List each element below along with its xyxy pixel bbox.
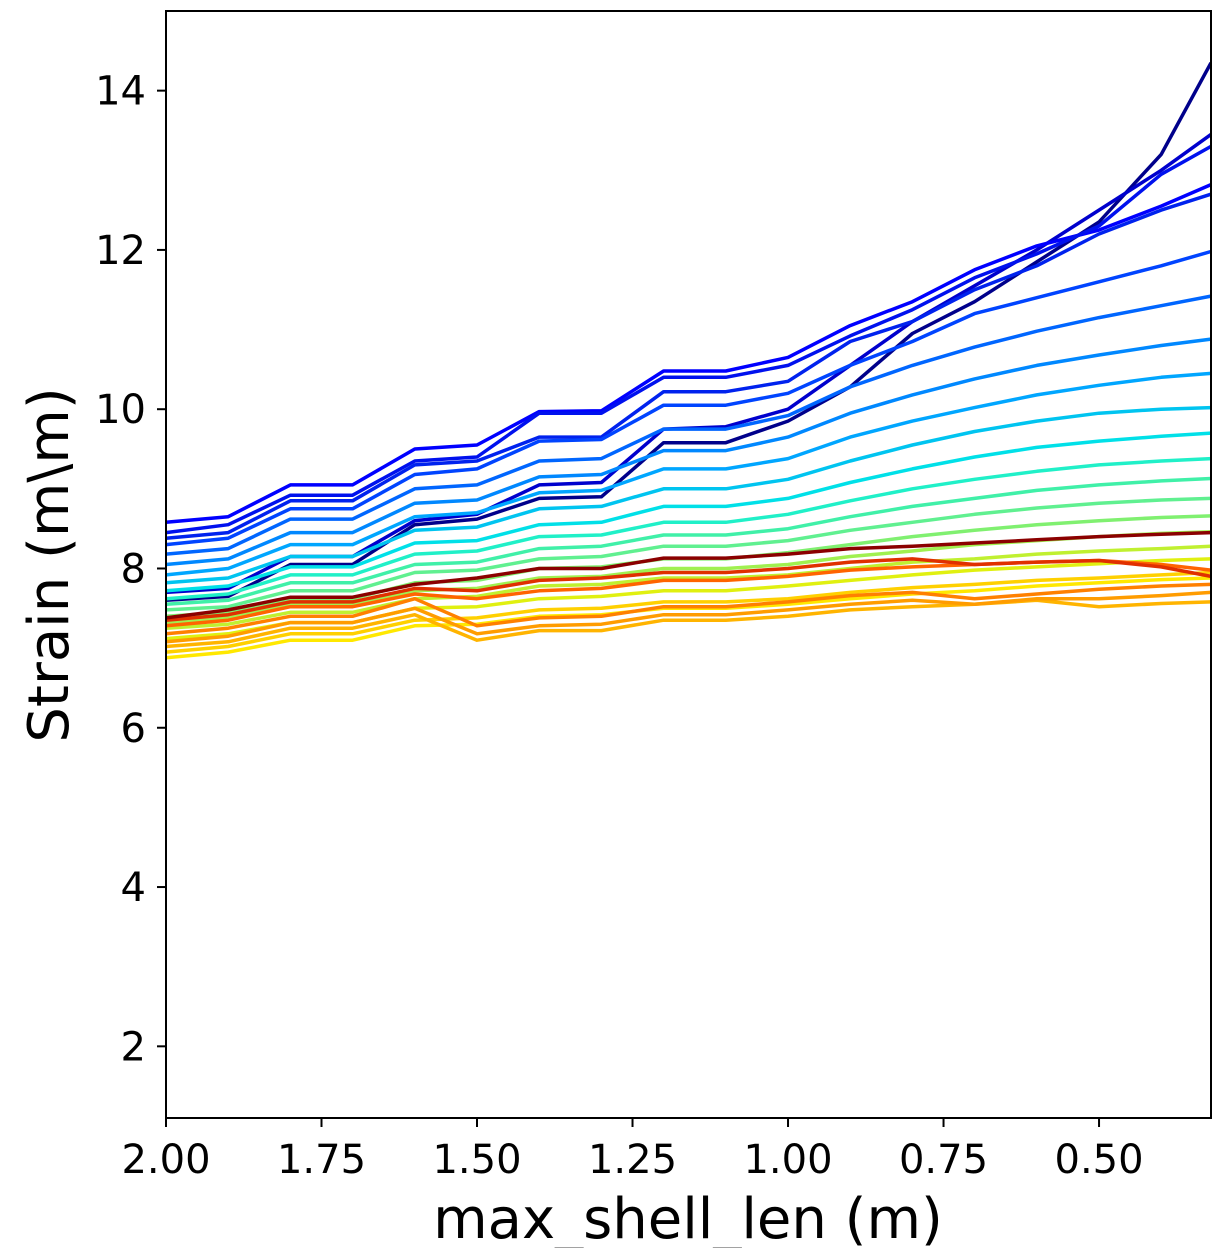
series-line-14 <box>165 496 1212 612</box>
y-tick-label: 12 <box>95 228 146 274</box>
y-axis-label: Strain (m\m) <box>17 387 82 742</box>
series-line-11 <box>165 431 1212 593</box>
x-tick-label: 0.50 <box>1055 1137 1144 1183</box>
y-tick-label: 14 <box>95 69 146 115</box>
series-line-10 <box>165 405 1212 585</box>
series-line-7 <box>165 294 1212 556</box>
x-tick-label: 1.50 <box>432 1137 521 1183</box>
series-line-20 <box>165 570 1212 654</box>
y-axis-ticks: 2 4 6 8 10 12 14 <box>95 69 166 1070</box>
series-line-4 <box>165 144 1212 535</box>
series-line-26 <box>165 530 1212 620</box>
series-line-23 <box>165 582 1212 636</box>
x-tick-label: 1.25 <box>588 1137 677 1183</box>
series-line-17 <box>165 544 1212 630</box>
y-tick-label: 2 <box>121 1024 146 1070</box>
x-tick-label: 1.00 <box>743 1137 832 1183</box>
y-tick-label: 6 <box>121 706 146 752</box>
series-line-8 <box>165 337 1212 567</box>
series-line-9 <box>165 371 1212 577</box>
x-tick-label: 2.00 <box>121 1137 210 1183</box>
series-layer <box>165 61 1212 660</box>
series-line-5 <box>165 192 1212 540</box>
x-tick-label: 1.75 <box>277 1137 366 1183</box>
x-axis-label: max_shell_len (m) <box>433 1187 943 1248</box>
series-line-6 <box>165 249 1212 547</box>
series-line-25 <box>165 557 1212 622</box>
series-line-1 <box>165 61 1212 603</box>
series-line-22 <box>165 590 1212 644</box>
series-line-21 <box>165 598 1212 649</box>
series-line-12 <box>165 456 1212 601</box>
y-tick-label: 8 <box>121 546 146 592</box>
series-line-13 <box>165 476 1212 607</box>
plot-frame <box>165 10 1212 1119</box>
x-axis-ticks: 2.00 1.75 1.50 1.25 1.00 0.75 0.50 <box>121 1118 1144 1183</box>
y-tick-label: 10 <box>95 387 146 433</box>
y-tick-label: 4 <box>121 865 146 911</box>
x-tick-label: 0.75 <box>899 1137 988 1183</box>
series-line-3 <box>165 182 1212 525</box>
